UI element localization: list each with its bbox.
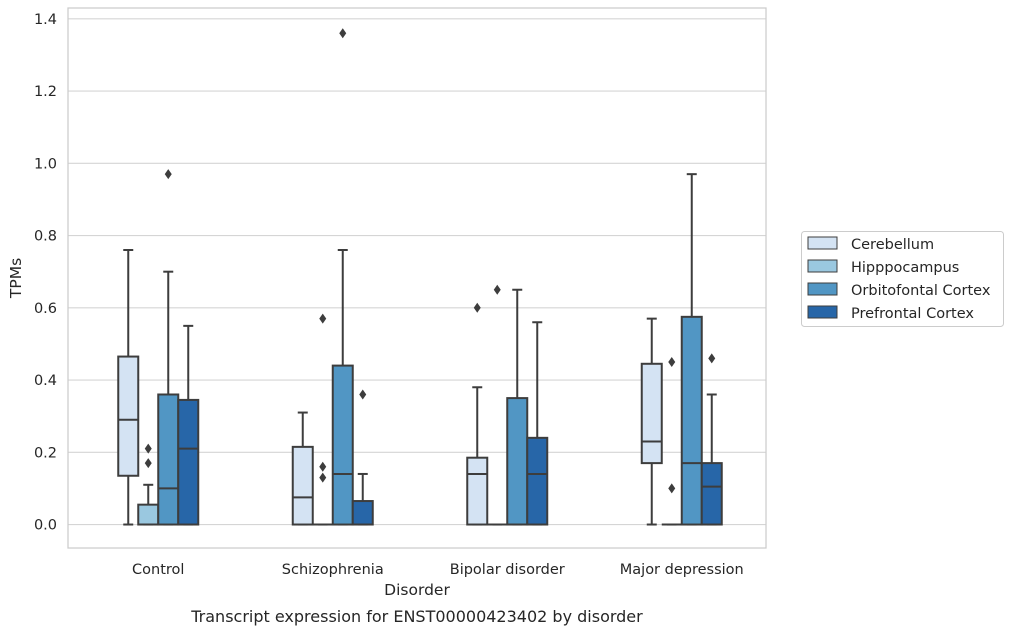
box-group xyxy=(351,389,374,526)
box-group xyxy=(466,302,489,526)
box-group xyxy=(157,169,180,526)
x-tick-label: Major depression xyxy=(620,562,744,578)
box-group xyxy=(506,288,529,526)
chart-caption: Transcript expression for ENST0000042340… xyxy=(190,607,643,626)
plot-frame xyxy=(67,7,767,549)
box-group xyxy=(640,317,663,526)
box xyxy=(640,362,663,465)
outlier-point xyxy=(339,28,347,39)
box xyxy=(506,397,529,526)
legend-frame xyxy=(801,231,1004,327)
y-tick-label: 0.8 xyxy=(34,229,57,245)
y-axis-ticks: 0.0 0.2 0.4 0.6 0.8 1.0 1.2 1.4 xyxy=(34,12,57,534)
y-tick-label: 0.0 xyxy=(34,518,57,534)
y-tick-label: 1.0 xyxy=(34,156,57,172)
legend-swatch xyxy=(807,305,838,319)
box xyxy=(291,445,314,526)
x-tick-label: Schizophrenia xyxy=(282,562,384,578)
box-group xyxy=(177,324,200,526)
boxes xyxy=(117,28,723,526)
legend-swatch xyxy=(807,259,838,273)
y-tick-label: 0.4 xyxy=(34,373,57,389)
y-tick-label: 1.4 xyxy=(34,12,57,28)
outlier-point xyxy=(164,169,172,180)
box xyxy=(331,364,354,526)
legend-swatch xyxy=(807,282,838,296)
box xyxy=(177,398,200,526)
box-group xyxy=(526,321,549,526)
legend-label: Cerebellum xyxy=(851,237,934,253)
legend-label: Orbitofontal Cortex xyxy=(851,283,991,299)
y-tick-label: 0.6 xyxy=(34,301,57,317)
box xyxy=(466,456,489,526)
box-group xyxy=(312,313,333,526)
box-group xyxy=(291,411,314,526)
outlier-point xyxy=(319,313,327,324)
legend-label: Hipppocampus xyxy=(851,260,959,276)
x-tick-label: Control xyxy=(132,562,184,578)
y-axis-label: TPMs xyxy=(7,258,25,299)
legend: Cerebellum Hipppocampus Orbitofontal Corte… xyxy=(801,231,1004,327)
box xyxy=(351,500,374,526)
outlier-point xyxy=(473,302,481,313)
outlier-point xyxy=(319,472,327,483)
outlier-point xyxy=(359,389,367,400)
y-tick-label: 0.2 xyxy=(34,445,57,461)
box-group xyxy=(117,249,140,526)
box xyxy=(700,462,723,526)
box-group xyxy=(487,284,508,526)
legend-swatch xyxy=(807,236,838,250)
outlier-point xyxy=(144,458,152,469)
box xyxy=(680,315,703,526)
outlier-point xyxy=(668,483,676,494)
x-tick-label: Bipolar disorder xyxy=(450,562,565,578)
outlier-point xyxy=(668,356,676,367)
outlier-point xyxy=(708,353,716,364)
box-group xyxy=(331,28,354,526)
outlier-point xyxy=(144,443,152,454)
box xyxy=(157,393,180,526)
box-group xyxy=(700,353,723,526)
box xyxy=(526,436,549,526)
x-axis-label: Disorder xyxy=(384,581,450,599)
legend-label: Prefrontal Cortex xyxy=(851,306,974,322)
box-group xyxy=(661,356,682,526)
outlier-point xyxy=(493,284,501,295)
box-group xyxy=(680,173,703,526)
outlier-point xyxy=(319,461,327,472)
x-axis-ticks: Control Schizophrenia Bipolar disorder Majo… xyxy=(132,562,744,578)
box xyxy=(137,503,160,526)
box-group xyxy=(137,443,160,526)
y-tick-label: 1.2 xyxy=(34,84,57,100)
box xyxy=(117,355,140,477)
